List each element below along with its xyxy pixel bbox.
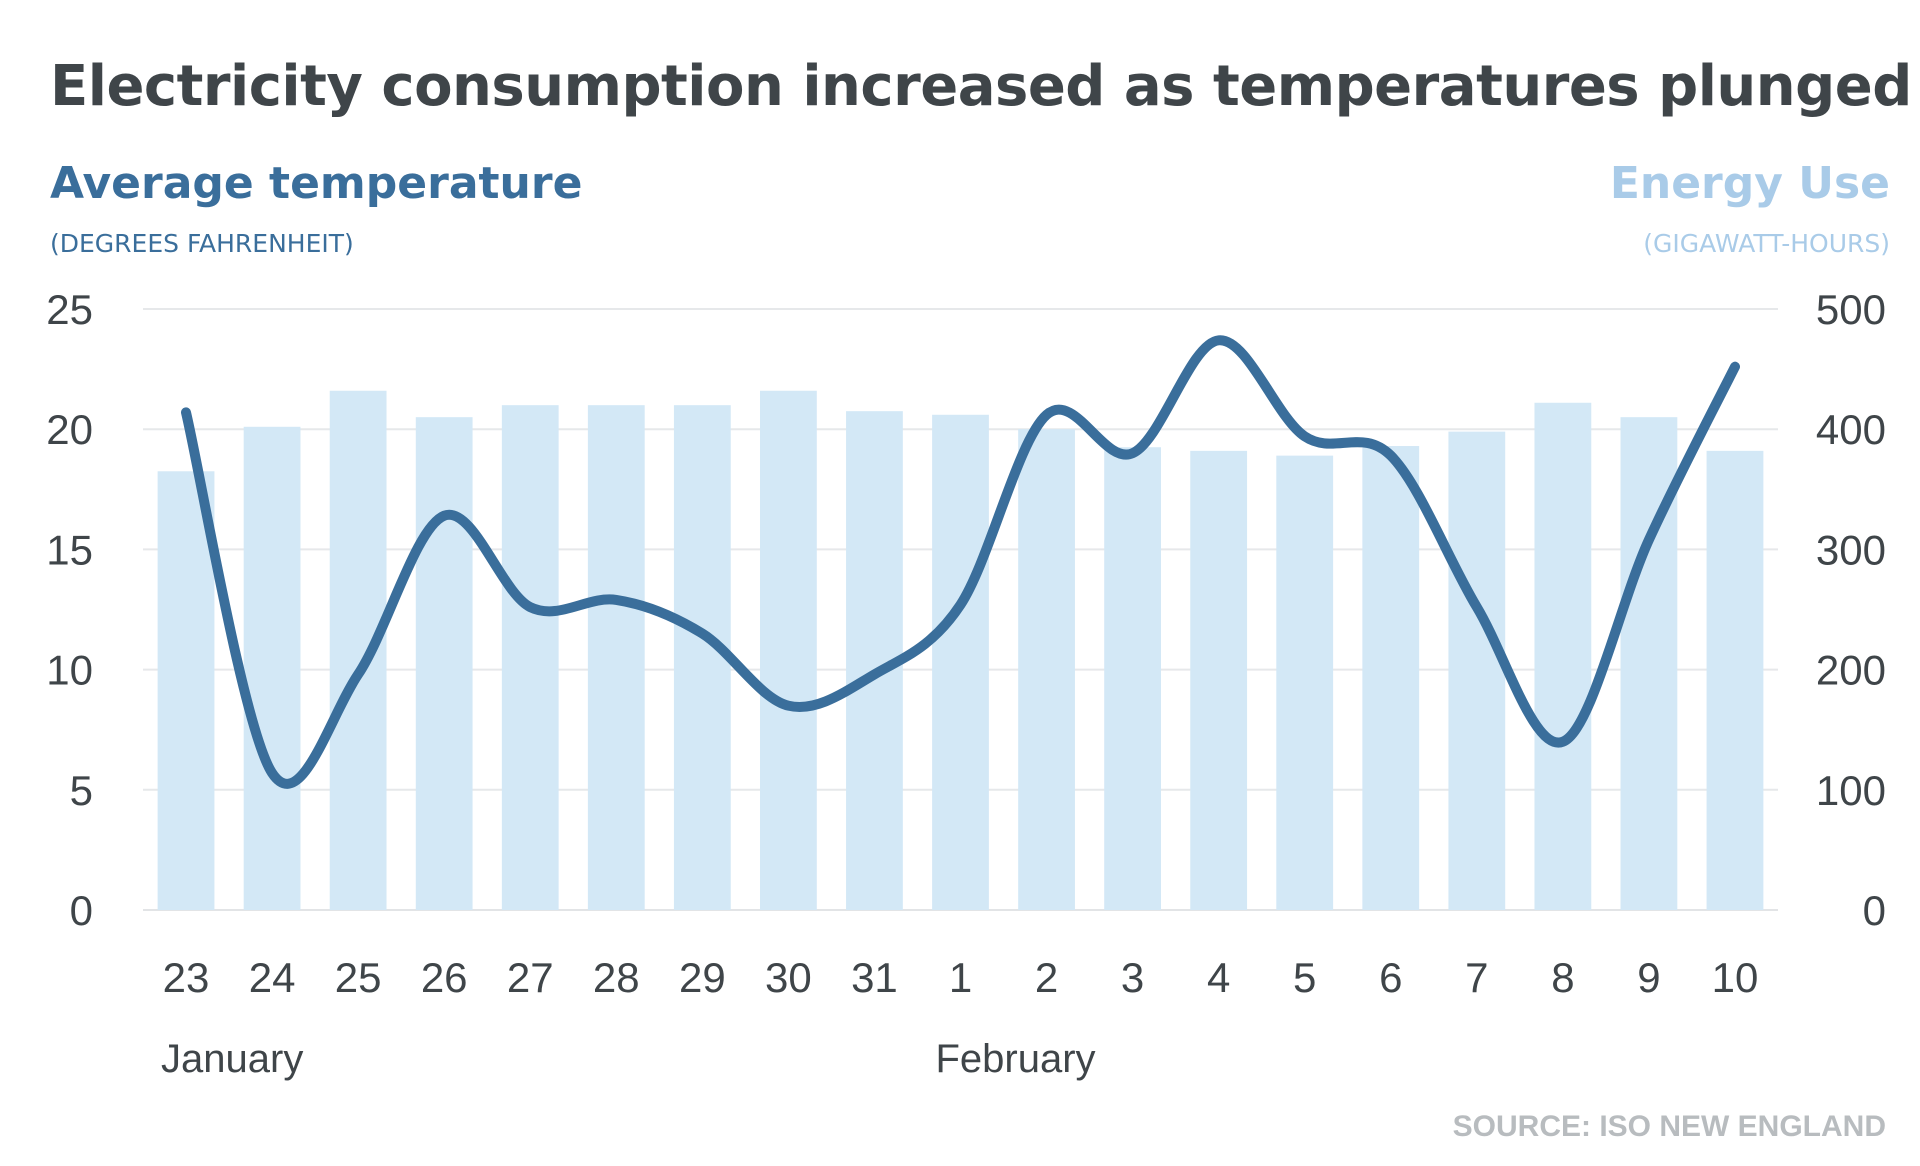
energy-bar xyxy=(1276,455,1334,910)
month-label: January xyxy=(161,1037,303,1081)
energy-bars xyxy=(157,390,1764,911)
left-tick-label: 5 xyxy=(70,767,93,814)
energy-bar xyxy=(501,405,559,910)
energy-bar xyxy=(329,390,387,911)
energy-bar xyxy=(759,390,817,911)
chart-title: Electricity consumption increased as tem… xyxy=(50,54,1912,119)
left-tick-label: 15 xyxy=(46,526,93,573)
x-tick-label: 29 xyxy=(679,954,726,1001)
energy-bar xyxy=(673,405,731,910)
energy-bar xyxy=(243,426,301,910)
temperature-line-layer xyxy=(181,335,1740,789)
right-tick-label: 100 xyxy=(1816,767,1886,814)
x-tick-label: 8 xyxy=(1551,954,1574,1001)
energy-bar xyxy=(1018,429,1075,910)
energy-bar xyxy=(587,405,645,910)
x-tick-label: 30 xyxy=(765,954,812,1001)
x-tick-label: 4 xyxy=(1207,954,1230,1001)
x-tick-label: 1 xyxy=(949,954,972,1001)
right-axis-title: Energy Use xyxy=(1609,158,1890,209)
right-tick-label: 0 xyxy=(1863,887,1886,934)
x-tick-label: 3 xyxy=(1121,954,1144,1001)
x-tick-label: 7 xyxy=(1465,954,1488,1001)
left-axis-title: Average temperature xyxy=(50,158,583,209)
right-tick-label: 300 xyxy=(1816,526,1886,573)
energy-bar xyxy=(932,414,989,910)
right-tick-label: 200 xyxy=(1816,647,1886,694)
energy-bar xyxy=(1706,450,1764,910)
energy-bar xyxy=(1448,431,1506,910)
energy-bar xyxy=(1190,450,1248,910)
x-tick-label: 26 xyxy=(421,954,468,1001)
x-tick-label: 31 xyxy=(851,954,898,1001)
x-tick-label: 28 xyxy=(593,954,640,1001)
left-tick-label: 20 xyxy=(46,406,93,453)
x-tick-label: 23 xyxy=(163,954,210,1001)
x-tick-label: 6 xyxy=(1379,954,1402,1001)
right-axis-unit: (GIGAWATT-HOURS) xyxy=(1643,229,1890,258)
energy-bar xyxy=(1362,446,1420,910)
energy-bar xyxy=(1104,447,1162,910)
month-label: February xyxy=(936,1037,1096,1081)
x-tick-label: 25 xyxy=(335,954,382,1001)
right-tick-label: 400 xyxy=(1816,406,1886,453)
x-tick-label: 5 xyxy=(1293,954,1316,1001)
left-tick-label: 10 xyxy=(46,647,93,694)
left-tick-label: 0 xyxy=(70,887,93,934)
left-tick-label: 25 xyxy=(46,286,93,333)
x-tick-label: 27 xyxy=(507,954,554,1001)
x-tick-label: 24 xyxy=(249,954,296,1001)
source-note: SOURCE: ISO NEW ENGLAND xyxy=(1452,1110,1886,1143)
right-tick-label: 500 xyxy=(1816,286,1886,333)
energy-bar xyxy=(157,471,215,910)
left-axis-unit: (DEGREES FAHRENHEIT) xyxy=(50,229,354,258)
x-tick-label: 10 xyxy=(1712,954,1759,1001)
energy-bar xyxy=(1534,402,1592,910)
x-tick-label: 9 xyxy=(1637,954,1660,1001)
energy-bar xyxy=(415,417,473,910)
temperature-line xyxy=(181,335,1740,789)
x-tick-label: 2 xyxy=(1035,954,1058,1001)
